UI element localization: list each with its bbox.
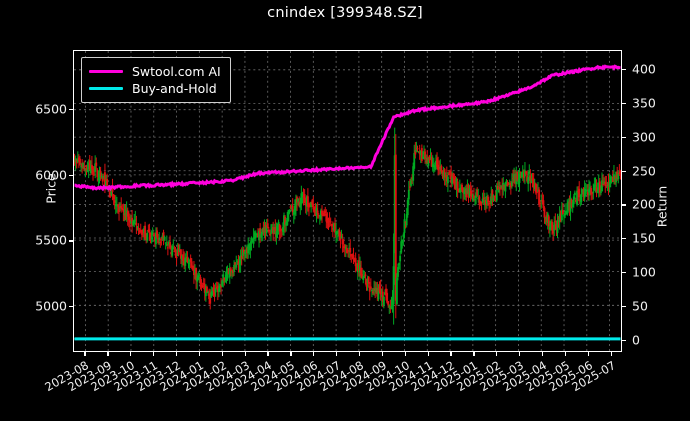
y-tick-mark-right	[622, 170, 626, 172]
y-tick-left: 5000	[35, 298, 67, 314]
x-tick-mark	[450, 352, 452, 356]
y-tick-mark-right	[622, 305, 626, 308]
y-tick-mark-right	[622, 272, 626, 274]
plot-area: Swtool.com AI Buy-and-Hold Price Return	[44, 50, 670, 352]
y-tick-mark-right	[622, 136, 626, 138]
x-tick-mark	[587, 352, 589, 356]
y-tick-mark-left	[69, 306, 73, 308]
y-tick-mark-right	[622, 68, 626, 71]
x-tick-mark	[336, 352, 338, 356]
x-tick-mark	[198, 352, 200, 356]
x-tick-mark	[153, 352, 155, 356]
x-tick-mark	[130, 352, 132, 356]
chart-legend[interactable]: Swtool.com AI Buy-and-Hold	[81, 57, 231, 103]
legend-swatch-swtool	[89, 69, 123, 74]
x-tick-mark	[427, 352, 429, 356]
y-tick-right: 200	[632, 196, 656, 212]
legend-swatch-buy-and-hold	[89, 86, 123, 91]
x-tick-mark	[381, 352, 383, 356]
y-tick-right: 0	[632, 332, 640, 348]
x-tick-mark	[610, 352, 612, 356]
x-tick-mark	[244, 352, 246, 356]
y-tick-mark-right	[622, 238, 626, 240]
swtool-ai-line	[74, 64, 621, 192]
y-tick-mark-left	[69, 174, 73, 176]
y-tick-right: 50	[632, 298, 648, 314]
y-tick-right: 100	[632, 264, 656, 280]
x-tick-mark	[358, 352, 361, 356]
y-tick-mark-right	[622, 204, 626, 206]
x-tick-mark	[496, 352, 498, 356]
x-tick-mark	[84, 352, 86, 356]
x-tick-mark	[313, 352, 315, 356]
x-tick-mark	[175, 352, 178, 356]
y-axis-left-label: Price	[43, 173, 59, 204]
y-tick-left: 5500	[35, 232, 67, 248]
legend-label-buy-and-hold: Buy-and-Hold	[132, 81, 217, 96]
candlestick-series	[74, 127, 621, 325]
y-tick-left: 6500	[35, 101, 67, 117]
y-tick-mark-right	[622, 339, 626, 341]
x-tick-mark	[267, 352, 269, 356]
x-tick-mark	[564, 352, 566, 356]
legend-label-swtool: Swtool.com AI	[132, 64, 221, 79]
legend-item-swtool[interactable]: Swtool.com AI	[89, 63, 221, 80]
y-tick-right: 250	[632, 163, 656, 179]
x-tick-mark	[541, 352, 544, 356]
x-tick-mark	[519, 352, 521, 356]
chart-title: cnindex [399348.SZ]	[267, 5, 423, 21]
legend-item-buy-and-hold[interactable]: Buy-and-Hold	[89, 80, 221, 97]
y-tick-right: 150	[632, 230, 656, 246]
x-tick-mark	[404, 352, 406, 356]
y-tick-right: 300	[632, 129, 656, 145]
x-tick-mark	[290, 352, 292, 356]
y-tick-mark-right	[622, 102, 626, 104]
x-tick-mark	[221, 352, 223, 356]
x-tick-mark	[473, 352, 475, 356]
y-tick-mark-left	[69, 240, 73, 242]
chart-canvas	[74, 51, 621, 351]
y-tick-mark-left	[69, 109, 73, 111]
y-tick-left: 6000	[35, 167, 67, 183]
y-tick-right: 350	[632, 95, 656, 111]
y-tick-right: 400	[632, 61, 656, 77]
x-tick-mark	[107, 352, 109, 356]
